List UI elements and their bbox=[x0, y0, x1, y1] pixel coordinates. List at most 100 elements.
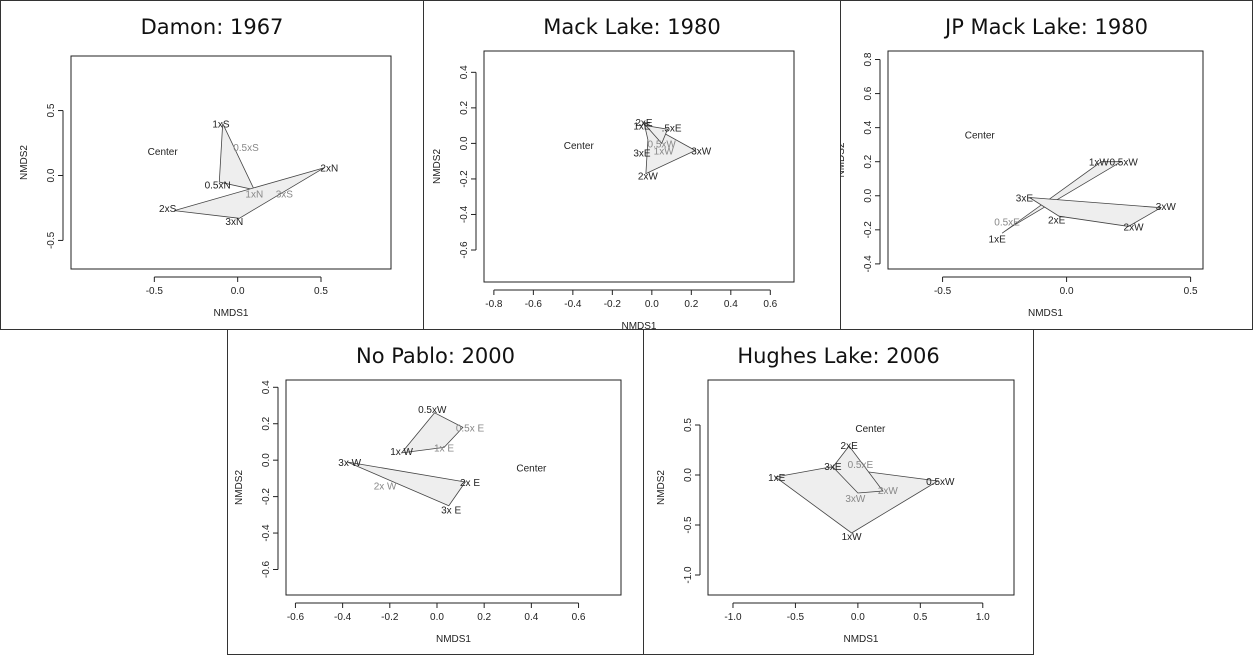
point-label: 1x W bbox=[390, 447, 413, 458]
x-axis-title: NMDS1 bbox=[843, 634, 878, 645]
x-tick-label: -0.4 bbox=[334, 612, 352, 623]
point-label: 2x E bbox=[460, 478, 480, 489]
x-tick-label: -0.2 bbox=[381, 612, 399, 623]
y-tick-label: -0.5 bbox=[46, 231, 57, 249]
point-label: 1xE bbox=[633, 122, 651, 133]
point-label: 2xE bbox=[1048, 216, 1066, 227]
x-tick-label: 0.0 bbox=[430, 612, 444, 623]
hull-polygon bbox=[1001, 161, 1123, 234]
point-label: 3xW bbox=[691, 147, 712, 158]
y-tick-label: 0.2 bbox=[459, 100, 470, 114]
y-tick-label: 0.5 bbox=[683, 418, 694, 432]
x-tick-label: 0.6 bbox=[572, 612, 586, 623]
point-label: 3xN bbox=[225, 217, 243, 228]
chart-title: Mack Lake: 1980 bbox=[543, 15, 721, 39]
hull-polygon bbox=[347, 461, 466, 507]
point-label: 1xE bbox=[989, 234, 1007, 245]
point-label: 3xE bbox=[1016, 193, 1034, 204]
x-tick-label: 0.0 bbox=[1060, 286, 1074, 297]
y-tick-label: -0.4 bbox=[459, 205, 470, 223]
x-tick-label: 0.5 bbox=[1184, 286, 1198, 297]
point-label: 3xW bbox=[845, 494, 866, 505]
x-axis-title: NMDS1 bbox=[436, 634, 471, 645]
plot-frame bbox=[707, 379, 1015, 596]
chart-title: Damon: 1967 bbox=[140, 15, 284, 39]
y-tick-label: 0.4 bbox=[261, 380, 272, 394]
chart-title: JP Mack Lake: 1980 bbox=[945, 15, 1148, 39]
x-tick-label: 0.4 bbox=[524, 612, 538, 623]
y-tick-label: 0.2 bbox=[261, 416, 272, 430]
point-label: 2xS bbox=[159, 204, 177, 215]
point-label: 2xW bbox=[878, 486, 899, 497]
x-tick-label: -0.8 bbox=[485, 299, 503, 310]
hull-polygon bbox=[400, 412, 464, 454]
y-tick-label: -0.4 bbox=[863, 255, 874, 273]
y-tick-label: 0.0 bbox=[46, 168, 57, 182]
point-label: 0.5xE bbox=[848, 460, 874, 471]
panel-no-pablo: No Pablo: 2000 -0.6 -0.4 -0.2 0.0 0.2 0.4 0.6 -… bbox=[227, 329, 644, 655]
point-label: 1xS bbox=[212, 120, 230, 131]
x-tick-label: 0.0 bbox=[645, 299, 659, 310]
y-tick-label: -1.0 bbox=[683, 566, 694, 584]
point-label: Center bbox=[516, 463, 547, 474]
plot-area: -1.0 -0.5 0.0 0.5 1.0 -1.0 -0.5 0.0 0.5 NMDS1 NMDS… bbox=[656, 379, 1015, 645]
y-tick-label: -0.2 bbox=[261, 488, 272, 506]
x-tick-label: -0.6 bbox=[287, 612, 305, 623]
point-label: 3xS bbox=[276, 190, 294, 201]
point-label: Center bbox=[965, 130, 996, 141]
hull-polygon bbox=[174, 167, 325, 219]
x-tick-label: -0.5 bbox=[934, 286, 952, 297]
point-label: Center bbox=[855, 424, 886, 435]
y-tick-label: -0.6 bbox=[459, 241, 470, 259]
panel-hughes-lake: Hughes Lake: 2006 -1.0 -0.5 0.0 0.5 1.0 -1.0-… bbox=[643, 329, 1034, 655]
x-axis-title: NMDS1 bbox=[213, 308, 248, 319]
y-tick-label: 0.4 bbox=[863, 120, 874, 134]
x-tick-label: 0.4 bbox=[724, 299, 738, 310]
y-tick-label: 0.0 bbox=[863, 188, 874, 202]
x-tick-label: -0.5 bbox=[787, 612, 805, 623]
point-label: 0.5xW bbox=[418, 405, 447, 416]
y-tick-label: 0.8 bbox=[863, 52, 874, 66]
x-tick-label: -0.5 bbox=[146, 286, 164, 297]
point-label: Center bbox=[148, 147, 179, 158]
y-axis-title: NMDS2 bbox=[432, 149, 443, 184]
panel-damon: Damon: 1967 -0.5 0.0 0.5 -0.5 0.0 0.5 NMDS1 NMD… bbox=[0, 0, 424, 330]
panel-jp-mack-lake: JP Mack Lake: 1980 -0.5 0.0 0.5 -0.4 -0.2 0.0… bbox=[840, 0, 1253, 330]
y-axis-title: NMDS2 bbox=[19, 145, 30, 180]
point-label: 2xE bbox=[635, 118, 653, 129]
chart-title: No Pablo: 2000 bbox=[355, 344, 516, 368]
point-label: 3x W bbox=[338, 458, 361, 469]
point-label: 2xW bbox=[1124, 222, 1145, 233]
x-tick-label: 0.0 bbox=[231, 286, 245, 297]
plot-frame bbox=[285, 379, 622, 596]
point-label: 0.5xS bbox=[233, 143, 259, 154]
plot-area: -0.6 -0.4 -0.2 0.0 0.2 0.4 0.6 -0.6 -0.4 -0.2 0.0 0… bbox=[234, 379, 622, 645]
point-label: 2xW bbox=[638, 171, 659, 182]
x-tick-label: 0.2 bbox=[684, 299, 698, 310]
point-label: 2xN bbox=[320, 164, 338, 175]
y-tick-label: 0.0 bbox=[683, 468, 694, 482]
y-axis-title: NMDS2 bbox=[656, 470, 667, 505]
plot-area: -0.5 0.0 0.5 -0.5 0.0 0.5 NMDS1 NMDS2 1xS Center 0… bbox=[19, 55, 392, 319]
point-label: 1xW bbox=[842, 532, 863, 543]
point-label: Center bbox=[564, 141, 595, 152]
point-label: 2x W bbox=[374, 482, 397, 493]
point-label: 3xE bbox=[633, 148, 651, 159]
hull-polygon bbox=[218, 123, 256, 191]
plot-area: -0.5 0.0 0.5 -0.4 -0.2 0.0 0.2 0.4 0.6 0.8 NMDS1 NM… bbox=[841, 50, 1204, 319]
chart-title: Hughes Lake: 2006 bbox=[737, 344, 940, 368]
point-label: 0.5xW bbox=[1109, 158, 1138, 169]
x-axis-title: NMDS1 bbox=[1028, 308, 1063, 319]
plot-frame bbox=[70, 55, 392, 270]
hull-polygon bbox=[774, 466, 939, 534]
y-tick-label: 0.0 bbox=[459, 136, 470, 150]
x-tick-label: -1.0 bbox=[724, 612, 742, 623]
y-tick-label: -0.4 bbox=[261, 524, 272, 542]
x-tick-label: 0.5 bbox=[913, 612, 927, 623]
plot-area: -0.8 -0.6 -0.4 -0.2 0.0 0.2 0.4 0.6 -0.6 -0.4 -0.2… bbox=[432, 50, 795, 329]
panel-mack-lake: Mack Lake: 1980 -0.8 -0.6 -0.4 -0.2 0.0 0.2 0.… bbox=[423, 0, 841, 330]
y-tick-label: 0.5 bbox=[46, 103, 57, 117]
point-label: 2xE bbox=[841, 441, 859, 452]
plot-frame bbox=[483, 50, 795, 283]
point-label: 1xE bbox=[768, 473, 786, 484]
